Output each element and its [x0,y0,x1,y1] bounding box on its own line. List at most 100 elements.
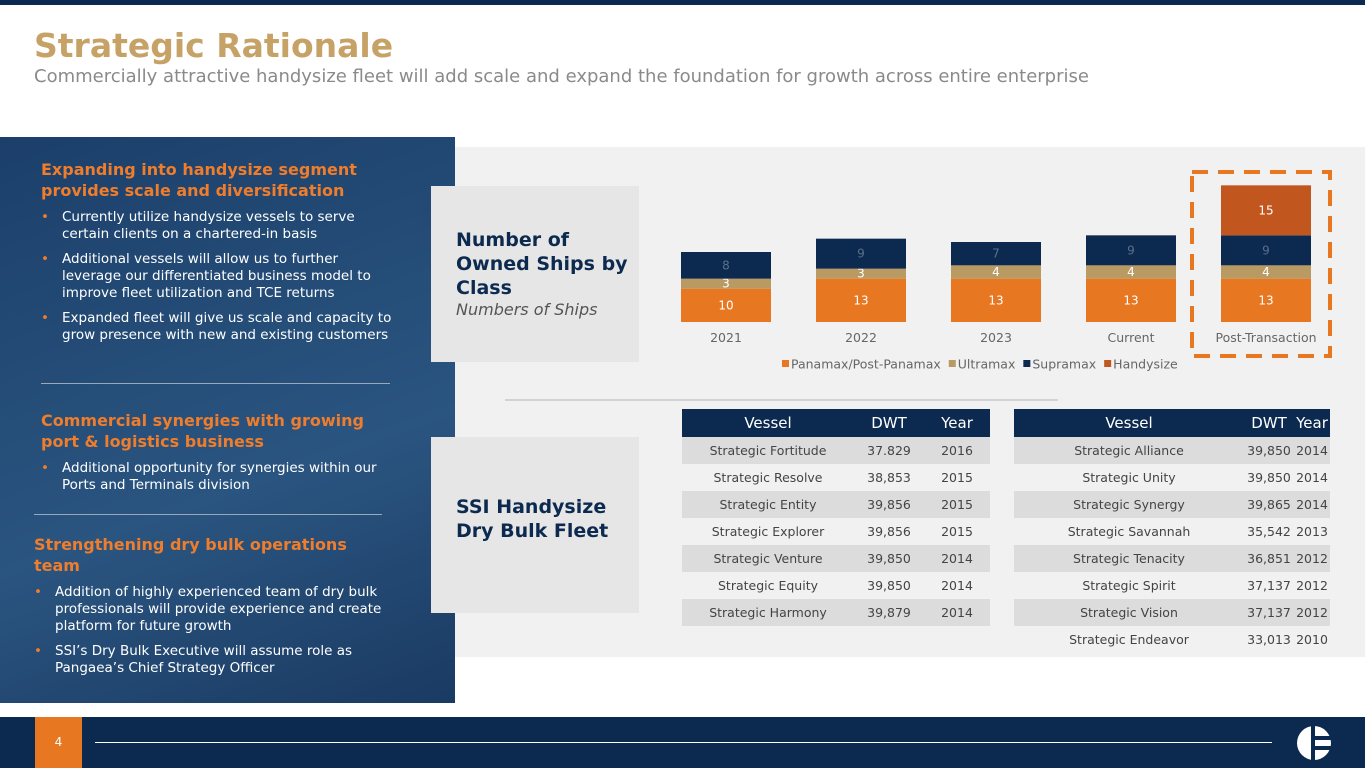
table-row: Strategic Synergy 39,865 2014 [1014,491,1330,518]
table-cell: 39,850 [867,578,911,593]
fleet-title: SSI Handysize Dry Bulk Fleet [456,496,609,542]
table-cell: 2012 [1296,578,1328,593]
table-cell: Strategic Equity [717,578,818,593]
data-label: 7 [992,247,1000,261]
fleet-table: Vessel DWT Year Strategic Fortitude 37.829 20… [682,409,990,626]
table-cell: 2014 [1294,437,1330,464]
table-row: Strategic Endeavor 33,013 2010 [1014,626,1330,653]
column-header: DWT [1244,409,1294,437]
table-cell: Strategic Alliance [1014,437,1244,464]
bullet: Expanded fleet will give us scale and ca… [41,310,396,344]
bullet-list: Addition of highly experienced team of d… [34,584,389,677]
footer: 4 [0,717,1365,768]
left-panel: Expanding into handysize segment provide… [0,137,455,703]
highlight-box [1190,170,1332,358]
separator [41,383,390,384]
legend-swatch [1104,360,1112,367]
section: Expanding into handysize segment provide… [41,159,396,352]
footer-line [95,742,1272,743]
fleet-table: Vessel DWT Year Strategic Alliance 39,850 201… [1014,409,1330,653]
column-header: Vessel [682,409,854,437]
bullet: Addition of highly experienced team of d… [34,584,389,635]
chart-label: Number of Owned Ships by Class Numbers o… [431,186,639,362]
x-tick-label: 2021 [710,330,742,345]
bar-segment [1221,278,1311,322]
table-cell: 39,850 [1247,470,1291,485]
section: Commercial synergies with growing port &… [41,410,396,502]
table-cell: 37,137 [1247,578,1291,593]
table-cell: Strategic Unity [1082,470,1176,485]
bar-segment [1221,265,1311,279]
x-tick-label: Post-Transaction [1215,330,1316,345]
column-header: DWT [854,409,924,437]
table-cell: 35,542 [1247,524,1291,539]
bullet-list: Additional opportunity for synergies wit… [41,460,396,494]
bar-segment [681,278,771,289]
table-cell: 2013 [1296,524,1328,539]
data-label: 3 [857,267,865,281]
table-cell: 2014 [1296,470,1328,485]
x-tick-label: 2022 [845,330,877,345]
bar-segment [816,278,906,322]
table-cell: 39,879 [854,599,924,626]
table-cell: 2015 [941,470,973,485]
data-label: 8 [722,258,730,272]
legend-label: Handysize [1113,357,1178,372]
data-label: 4 [992,265,1000,279]
table-cell: 36,851 [1244,545,1294,572]
table-row: Strategic Tenacity 36,851 2012 [1014,545,1330,572]
bar-segment [816,268,906,279]
page-number: 4 [35,717,82,768]
table-cell: Strategic Vision [1014,599,1244,626]
table-cell: Strategic Endeavor [1069,632,1189,647]
bar-segment [1221,185,1311,236]
bullet-list: Currently utilize handysize vessels to s… [41,209,396,344]
table-row: Strategic Vision 37,137 2012 [1014,599,1330,626]
bar-segment [1086,265,1176,279]
chart-subtitle: Numbers of Ships [456,300,598,319]
data-label: 9 [1262,243,1270,257]
bar-segment [1086,235,1176,266]
legend-label: Supramax [1032,357,1096,372]
table-row: Strategic Fortitude 37.829 2016 [682,437,990,464]
data-label: 9 [1127,243,1135,257]
table-cell: 2014 [941,578,973,593]
table-cell: Strategic Resolve [713,470,823,485]
section-heading: Strengthening dry bulk operations team [34,535,347,575]
bullet: Additional vessels will allow us to furt… [41,251,396,302]
table-cell: 37,137 [1244,599,1294,626]
table-cell: Strategic Spirit [1082,578,1176,593]
section-heading: Expanding into handysize segment provide… [41,160,357,200]
legend-swatch [1023,360,1031,367]
table-cell: 39,865 [1244,491,1294,518]
table-cell: Strategic Savannah [1067,524,1191,539]
data-label: 13 [1258,293,1273,307]
bar-segment [951,265,1041,279]
table-cell: 2014 [924,545,990,572]
table-cell: 39,856 [867,524,911,539]
table-row: Strategic Resolve 38,853 2015 [682,464,990,491]
bar-segment [951,278,1041,322]
table-cell: 39,856 [854,491,924,518]
table-cell: 39,850 [1244,437,1294,464]
table-row: Strategic Explorer 39,856 2015 [682,518,990,545]
logo [1297,726,1332,760]
title: Strategic Rationale [34,26,394,65]
table-cell: 2010 [1296,632,1328,647]
legend-swatch [948,360,956,367]
table-cell: 38,853 [867,470,911,485]
table-row: Strategic Venture 39,850 2014 [682,545,990,572]
column-header: Year [924,409,990,437]
table-cell: Strategic Harmony [682,599,854,626]
column-header: Year [1294,409,1330,437]
table-row: Strategic Unity 39,850 2014 [1014,464,1330,491]
table-cell: 2014 [1294,491,1330,518]
separator [34,514,382,515]
data-label: 4 [1262,265,1270,279]
table-cell: 2015 [941,524,973,539]
table-cell: 33,013 [1247,632,1291,647]
data-label: 9 [857,247,865,261]
table-cell: Strategic Tenacity [1014,545,1244,572]
table-cell: 2016 [924,437,990,464]
